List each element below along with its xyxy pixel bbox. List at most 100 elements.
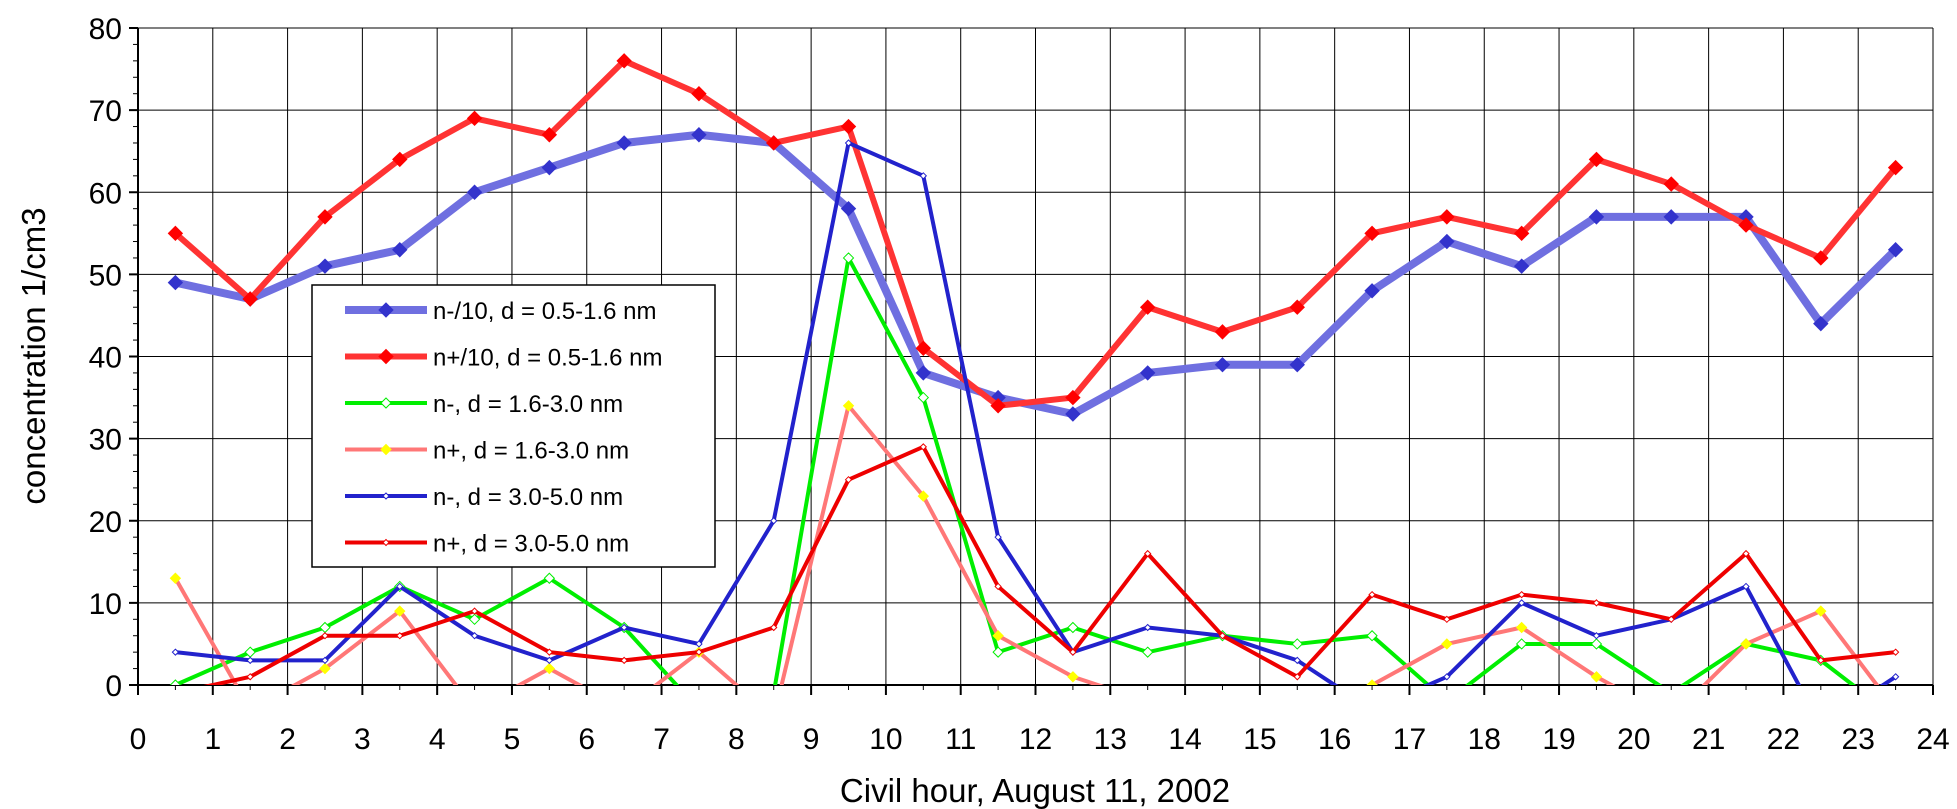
data-point <box>1065 389 1081 406</box>
data-point <box>468 613 481 626</box>
data-point <box>396 582 404 591</box>
data-point <box>1139 365 1156 381</box>
data-point <box>1513 225 1530 242</box>
series-line <box>1371 609 1880 685</box>
data-point <box>1813 315 1829 332</box>
data-point <box>1515 638 1528 650</box>
series-2 <box>167 53 1904 414</box>
data-point <box>1439 233 1455 250</box>
series-line <box>174 130 1899 418</box>
data-point <box>1368 590 1376 599</box>
data-point <box>1663 209 1679 225</box>
data-point <box>1588 209 1605 225</box>
data-point <box>172 690 178 696</box>
x-tick-label: 6 <box>578 723 595 756</box>
data-point <box>1293 656 1301 665</box>
legend-box <box>311 284 716 568</box>
data-point <box>1742 549 1750 558</box>
data-point <box>992 646 1004 658</box>
data-point <box>1442 696 1452 706</box>
data-point <box>844 139 853 147</box>
data-point <box>1065 406 1081 422</box>
data-point <box>992 630 1004 642</box>
data-point <box>317 258 333 274</box>
x-tick-label: 2 <box>279 723 296 756</box>
legend-entry: n-, d = 3.0-5.0 nm <box>345 484 623 511</box>
legend-entry: n+/10, d = 0.5-1.6 nm <box>345 345 663 372</box>
data-point <box>620 623 628 632</box>
y-tick-label: 60 <box>89 177 122 210</box>
x-tick-label: 4 <box>429 723 446 756</box>
data-point <box>1887 159 1904 176</box>
data-point <box>915 365 932 381</box>
data-point <box>470 607 479 615</box>
data-point <box>994 533 1002 541</box>
data-point <box>770 623 778 632</box>
legend-marker <box>380 443 392 456</box>
data-point <box>695 648 703 656</box>
data-point <box>770 517 778 525</box>
x-tick-label: 13 <box>1094 723 1127 756</box>
data-point <box>917 490 930 502</box>
data-point <box>1815 605 1827 617</box>
data-point <box>1141 646 1154 658</box>
data-point <box>1590 671 1603 683</box>
data-point <box>844 475 853 484</box>
legend-label: n+/10, d = 0.5-1.6 nm <box>433 345 663 372</box>
data-point <box>1667 615 1675 624</box>
data-point <box>541 159 558 176</box>
x-tick-label: 3 <box>354 723 371 756</box>
data-point <box>1891 648 1900 656</box>
data-point <box>994 582 1002 591</box>
data-point <box>1738 217 1754 233</box>
data-point <box>1742 582 1750 591</box>
axes <box>129 27 1934 695</box>
data-point <box>169 679 182 685</box>
legend-entry: n+, d = 1.6-3.0 nm <box>345 438 629 465</box>
data-point <box>917 391 930 404</box>
x-tick-label: 18 <box>1468 723 1501 756</box>
data-point <box>470 632 479 640</box>
data-point <box>242 291 258 307</box>
data-point <box>1289 299 1305 315</box>
data-point <box>321 656 329 665</box>
data-point <box>616 53 632 69</box>
data-point <box>769 713 779 723</box>
legend-marker <box>378 348 394 365</box>
data-point <box>470 705 480 715</box>
data-point <box>1517 590 1526 599</box>
series-line <box>173 403 1105 685</box>
y-tick-label: 0 <box>105 670 122 703</box>
data-point <box>1891 713 1901 723</box>
legend-label: n-, d = 3.0-5.0 nm <box>433 484 623 511</box>
data-point <box>842 252 855 264</box>
data-point <box>1590 638 1603 650</box>
data-point <box>1143 696 1153 706</box>
data-point <box>169 572 182 584</box>
data-point <box>1517 599 1526 607</box>
data-point <box>1143 549 1152 558</box>
x-tick-label: 12 <box>1019 723 1052 756</box>
data-point <box>246 656 254 665</box>
x-axis-title: Civil hour, August 11, 2002 <box>840 772 1230 809</box>
data-point <box>1818 723 1824 729</box>
legend-marker <box>382 492 390 500</box>
data-point <box>1441 638 1453 650</box>
y-tick-label: 10 <box>89 588 122 621</box>
x-tick-label: 24 <box>1916 723 1949 756</box>
x-tick-label: 23 <box>1842 723 1875 756</box>
data-point <box>620 656 628 665</box>
y-tick-label: 50 <box>89 259 122 292</box>
data-point <box>619 705 629 715</box>
data-point <box>616 135 632 151</box>
data-point <box>396 632 404 640</box>
legend-marker <box>382 538 390 547</box>
data-point <box>1143 623 1152 632</box>
x-tick-label: 7 <box>653 723 670 756</box>
data-point <box>1891 673 1900 681</box>
data-point <box>394 605 406 617</box>
data-point <box>1139 299 1156 315</box>
data-point <box>1592 599 1601 607</box>
y-tick-label: 40 <box>89 342 122 375</box>
